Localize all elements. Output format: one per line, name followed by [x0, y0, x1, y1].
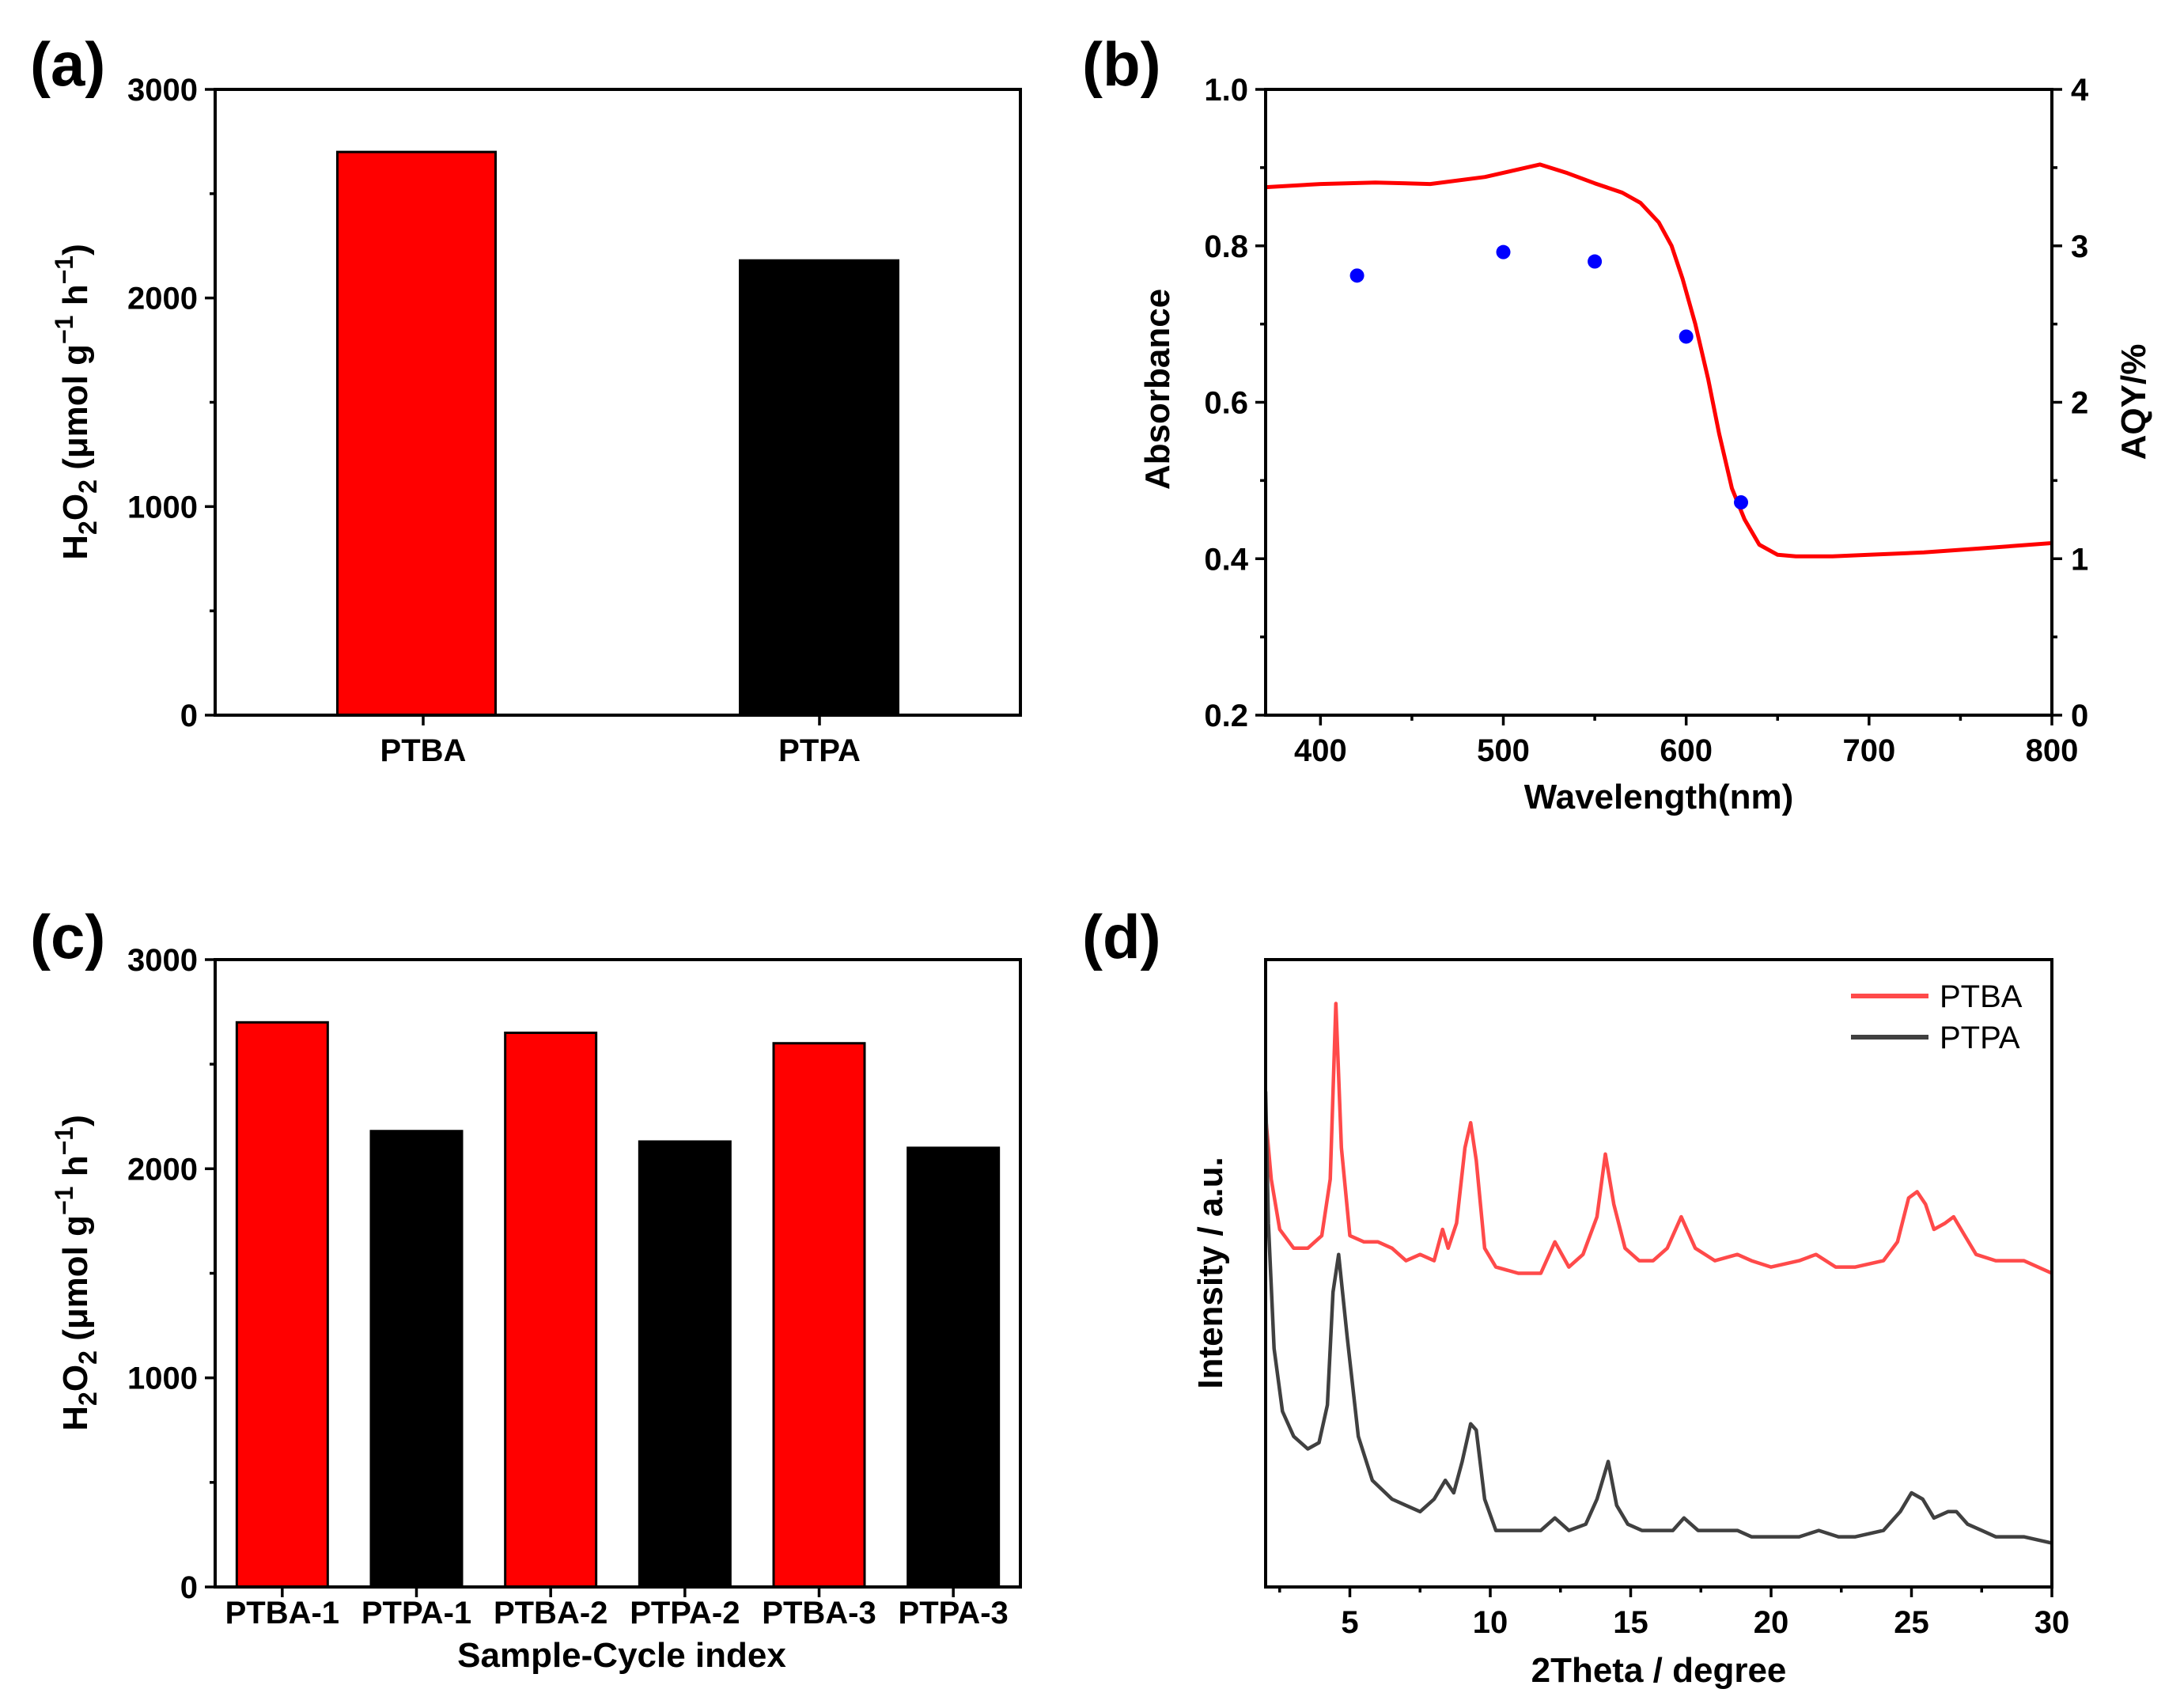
right-y-tick-label: 0: [2071, 699, 2088, 733]
panel-a-plot-frame: [214, 88, 1022, 717]
y-tick-label: 0.8: [1204, 229, 1248, 264]
panel-d-plot-frame: [1264, 958, 2053, 1589]
x-tick-label: 25: [1894, 1605, 1929, 1640]
y-tick-label: 0.6: [1204, 386, 1248, 421]
aqy-point: [1588, 254, 1603, 269]
x-tick-label: 600: [1660, 733, 1713, 768]
y-tick-label: 3000: [127, 943, 198, 978]
bar-ptpa-3: [906, 1146, 1001, 1589]
xrd-line-ptba: [1266, 1002, 2052, 1275]
panel-label-b: (b): [1082, 29, 1161, 99]
y-tick-label: 1000: [127, 490, 198, 525]
y-tick-label: 1000: [127, 1361, 198, 1396]
y-tick-label: 0: [180, 699, 198, 733]
panel-b: (b) 400 500 600 700 8000.20.40.60.81.001234 …: [1082, 29, 2153, 816]
legend-label-ptba: PTBA: [1940, 979, 2023, 1014]
x-tick-label: PTBA-2: [494, 1596, 607, 1630]
panel-d-plot-area: [1266, 1002, 2052, 1545]
bar-ptba-3: [772, 1042, 866, 1589]
x-tick-label: 15: [1613, 1605, 1648, 1640]
panel-c-bars: [235, 1021, 1001, 1589]
x-tick-label: 30: [2034, 1605, 2070, 1640]
panel-d: (d) 5 10 15 20 25 30 PTBA PTPA 2Theta / degre…: [1082, 902, 2069, 1690]
panel-c: (c) 0 1000 2000 3000 PTBA-1 PTPA-1 PTBA-2 PTPA…: [30, 902, 1022, 1675]
panel-c-category-labels: PTBA-1 PTPA-1 PTBA-2 PTPA-2 PTBA-3 PTPA-3: [225, 1596, 1009, 1630]
panel-c-y-axis-title: H2O2 (μmol g−1 h−1): [50, 1115, 102, 1430]
x-tick-label: PTBA-3: [762, 1596, 876, 1630]
y-tick-label: 0.4: [1204, 542, 1248, 577]
x-tick-label: PTPA-3: [899, 1596, 1009, 1630]
panel-a: (a) 0 1000 2000 3000 PTBA PTPA H2O2 (μmol g…: [30, 29, 1022, 768]
aqy-point: [1349, 268, 1364, 283]
panel-b-plot-area: [1266, 162, 2052, 559]
panel-a-bars: [336, 150, 899, 717]
bar-ptpa: [739, 259, 899, 717]
x-tick-label: 5: [1341, 1605, 1358, 1640]
right-y-tick-label: 2: [2071, 386, 2088, 421]
panel-c-y-ticks: 0 1000 2000 3000: [127, 943, 955, 1605]
y-tick-label: 0: [180, 1570, 198, 1605]
panel-b-y-axis-title: Absorbance: [1138, 289, 1177, 490]
x-tick-label: PTBA-1: [225, 1596, 339, 1630]
panel-label-d: (d): [1082, 902, 1161, 971]
y-tick-label: 2000: [127, 1152, 198, 1187]
bar-ptba-2: [504, 1032, 598, 1589]
panel-d-y-axis-title: Intensity / a.u.: [1191, 1157, 1230, 1388]
aqy-point: [1496, 244, 1511, 259]
bar-ptba: [336, 150, 497, 717]
x-tick-label: PTPA-2: [630, 1596, 740, 1630]
panel-a-y-axis-title: H2O2 (μmol g−1 h−1): [50, 244, 102, 559]
panel-label-c: (c): [30, 902, 105, 971]
panel-b-x-axis-title: Wavelength(nm): [1524, 778, 1794, 816]
panel-a-category-label-0: PTBA: [380, 733, 467, 768]
y-tick-label: 1.0: [1204, 73, 1248, 108]
panel-b-right-axis-title: AQY/%: [2114, 344, 2153, 460]
aqy-point: [1679, 329, 1694, 344]
x-tick-label: 20: [1754, 1605, 1789, 1640]
panel-label-a: (a): [30, 29, 105, 99]
panel-d-legend: PTBA PTPA: [1851, 979, 2023, 1055]
panel-b-ticks: 400 500 600 700 800 0.2 0.4 0.6 0.8 1.0 0 1 2 3 4: [1204, 73, 2089, 768]
x-tick-label: 800: [2026, 733, 2079, 768]
panel-a-category-label-1: PTPA: [778, 733, 861, 768]
y-tick-label: 3000: [127, 73, 198, 108]
absorbance-line: [1266, 162, 2052, 559]
right-y-tick-label: 4: [2071, 73, 2089, 108]
panel-d-x-axis-title: 2Theta / degree: [1531, 1651, 1787, 1690]
panel-c-x-axis-title: Sample-Cycle index: [457, 1636, 786, 1675]
bar-ptpa-2: [638, 1140, 732, 1589]
x-tick-label: 700: [1842, 733, 1895, 768]
panel-b-plot-frame: [1264, 88, 2053, 717]
panel-d-x-ticks: 5 10 15 20 25 30: [1278, 1587, 2070, 1640]
right-y-tick-label: 1: [2071, 542, 2088, 577]
bar-ptba-1: [235, 1021, 329, 1589]
x-tick-label: 500: [1477, 733, 1530, 768]
panel-c-plot-frame: [214, 958, 1022, 1589]
legend-label-ptpa: PTPA: [1940, 1021, 2020, 1055]
y-tick-label: 2000: [127, 282, 198, 316]
x-tick-label: PTPA-1: [361, 1596, 471, 1630]
y-tick-label: 0.2: [1204, 699, 1248, 733]
panel-a-y-ticks: 0 1000 2000 3000: [127, 73, 821, 733]
x-tick-label: 400: [1294, 733, 1347, 768]
xrd-line-ptpa: [1266, 1091, 2052, 1545]
bar-ptpa-1: [369, 1130, 464, 1589]
right-y-tick-label: 3: [2071, 229, 2088, 264]
aqy-point: [1734, 495, 1749, 510]
x-tick-label: 10: [1473, 1605, 1508, 1640]
